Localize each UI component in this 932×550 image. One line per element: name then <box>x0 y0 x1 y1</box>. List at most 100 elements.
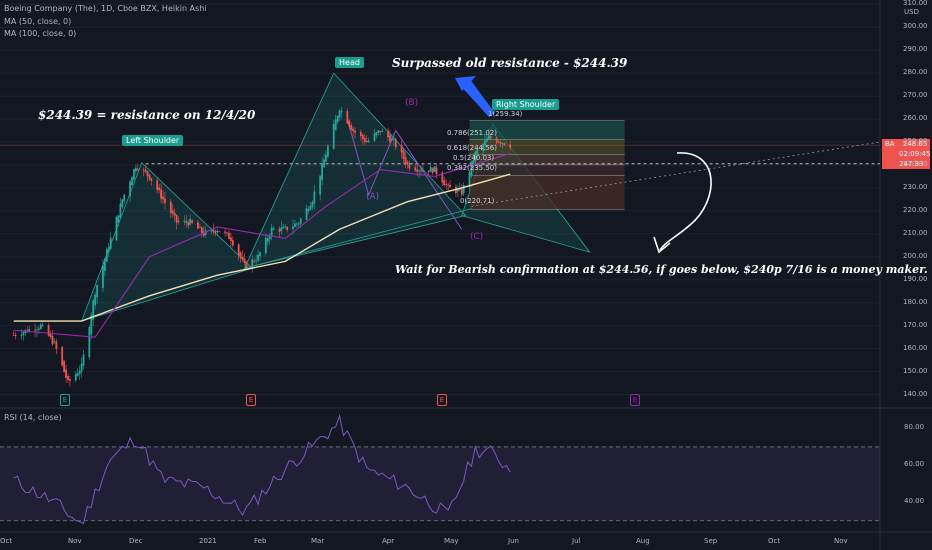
candle-body <box>14 334 17 336</box>
candle-body <box>294 223 296 228</box>
pattern-triangle <box>80 161 254 322</box>
candle-body <box>185 220 188 223</box>
candle-body <box>404 156 407 164</box>
candle-body <box>474 151 477 162</box>
candle-body <box>198 227 201 228</box>
countdown-tag: 02:09:45 <box>882 149 930 159</box>
candle-body <box>499 142 502 144</box>
candle-body <box>210 228 213 232</box>
candle-body <box>416 169 419 172</box>
candle-body <box>69 378 71 381</box>
candle-body <box>243 258 246 263</box>
candle-body <box>212 229 215 232</box>
candle-body <box>272 228 275 230</box>
candle-body <box>214 230 217 233</box>
candle-body <box>429 167 432 172</box>
time-tick-label: 2021 <box>199 537 217 545</box>
candle-body <box>264 237 267 254</box>
candle-body <box>218 231 221 233</box>
candle-body <box>105 249 108 262</box>
candle-body <box>402 150 405 160</box>
candle-body <box>257 254 259 261</box>
candle-body <box>189 218 192 225</box>
candle-body <box>435 167 438 175</box>
candle-body <box>487 135 490 140</box>
candle-body <box>216 230 219 233</box>
candle-body <box>497 141 500 143</box>
earnings-marker[interactable]: E <box>246 394 256 406</box>
price-tick-label: 250.00 <box>903 137 928 146</box>
ma100-legend: MA (100, close, 0) <box>4 29 77 38</box>
candle-body <box>51 335 54 345</box>
candle-body <box>286 226 289 231</box>
candle-body <box>237 244 240 256</box>
candle-body <box>102 265 104 289</box>
candle-body <box>327 146 329 157</box>
price-tick-label: 230.00 <box>903 182 928 191</box>
time-tick-label: Jul <box>572 537 581 545</box>
candle-body <box>92 300 95 320</box>
price-tick-label: 170.00 <box>903 320 928 329</box>
candle-body <box>460 188 463 195</box>
candle-body <box>456 189 459 192</box>
candle-body <box>88 326 91 358</box>
candle-body <box>162 196 164 200</box>
candle-body <box>470 161 473 176</box>
candle-body <box>313 191 316 204</box>
candle-body <box>266 238 269 242</box>
fib-label-0786: 0.786(251.02) <box>447 129 497 137</box>
price-tick-label: 300.00 <box>903 22 928 31</box>
candle-body <box>379 131 382 133</box>
price-tick-label: 160.00 <box>903 343 928 352</box>
candle-body <box>28 329 31 332</box>
fib-label-05: 0.5(240.03) <box>453 154 495 162</box>
candle-body <box>334 119 337 131</box>
candle-body <box>389 135 391 143</box>
candle-body <box>53 341 56 343</box>
candle-body <box>191 220 194 223</box>
candle-body <box>482 143 484 151</box>
price-tag: BA 248.65 <box>882 139 930 149</box>
candle-body <box>158 187 161 191</box>
candle-body <box>495 137 498 143</box>
time-tick-label: Aug <box>636 537 650 545</box>
candle-body <box>121 199 124 208</box>
fib-label-0: 0(220.71) <box>460 197 495 205</box>
candle-body <box>394 138 397 148</box>
candle-body <box>441 172 444 183</box>
candle-body <box>503 143 506 146</box>
candle-body <box>340 110 343 113</box>
time-tick-label: Oct <box>0 537 13 545</box>
candle-body <box>427 170 430 173</box>
surpassed-note: Surpassed old resistance - $244.39 <box>392 56 628 70</box>
candle-body <box>489 136 492 139</box>
earnings-marker[interactable]: E <box>630 394 640 406</box>
candle-body <box>39 324 42 329</box>
currency-label: USD <box>904 8 919 16</box>
wave-b-label: (B) <box>405 98 419 108</box>
candle-body <box>476 149 479 155</box>
candle-body <box>375 132 378 136</box>
earnings-marker[interactable]: E <box>60 394 70 406</box>
candle-body <box>67 375 69 380</box>
candle-body <box>325 154 327 162</box>
price-tick-label: 190.00 <box>903 274 928 283</box>
candle-body <box>509 144 512 148</box>
ma50-line <box>13 152 511 338</box>
candle-body <box>292 226 294 230</box>
candle-body <box>311 202 314 208</box>
candle-body <box>109 237 112 249</box>
candle-body <box>150 178 153 182</box>
neckline <box>244 208 472 269</box>
candle-body <box>41 324 44 326</box>
pattern-triangle <box>243 72 467 269</box>
candle-body <box>129 181 131 197</box>
candle-body <box>171 210 174 214</box>
candle-body <box>173 212 176 216</box>
candle-body <box>34 329 36 331</box>
curved-arrow <box>659 152 712 251</box>
price-tick-label: 210.00 <box>903 228 928 237</box>
earnings-marker[interactable]: E <box>437 394 447 406</box>
candle-body <box>422 170 424 172</box>
